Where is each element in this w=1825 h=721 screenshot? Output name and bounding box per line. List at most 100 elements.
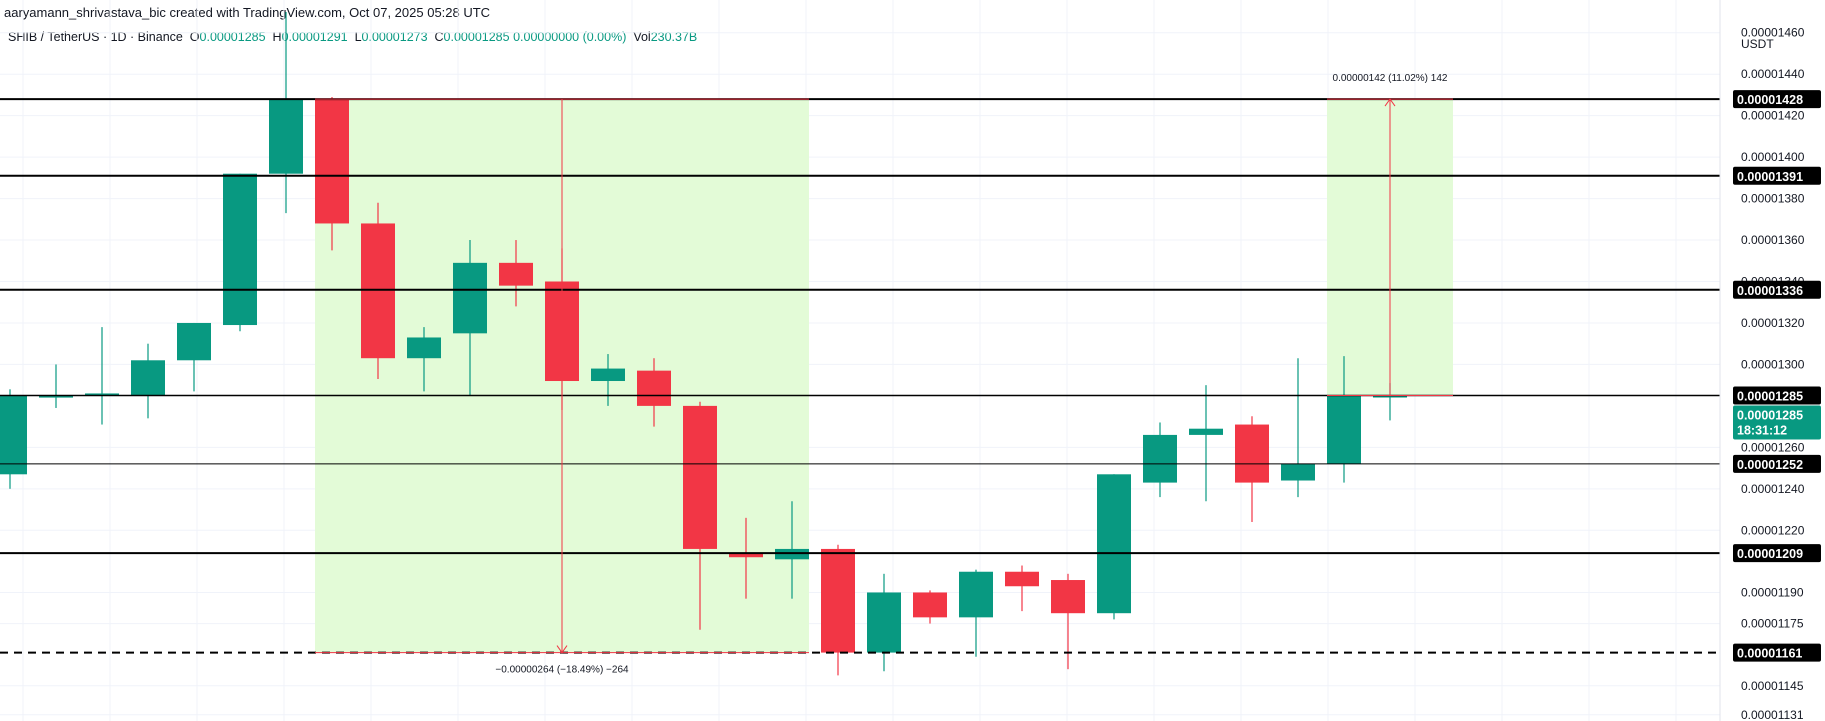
chart-grid bbox=[0, 0, 1720, 721]
measure-arrowhead bbox=[556, 645, 568, 654]
candle-body bbox=[1097, 474, 1131, 614]
candle bbox=[775, 501, 809, 599]
axis-tick-label: 0.00001460 bbox=[1741, 26, 1805, 40]
candle-body bbox=[361, 223, 395, 359]
last-price-badge[interactable] bbox=[1733, 405, 1821, 440]
level-price-badge[interactable] bbox=[1733, 454, 1821, 473]
measure-arrowhead bbox=[1384, 98, 1396, 107]
high-value: 0.00001291 bbox=[281, 30, 348, 44]
axis-currency-label: USDT bbox=[1741, 37, 1774, 51]
axis-tick-label: 0.00001320 bbox=[1741, 316, 1805, 330]
candlestick-series bbox=[0, 12, 1407, 676]
candle bbox=[1051, 573, 1085, 670]
candle-body bbox=[269, 99, 303, 174]
candle bbox=[39, 364, 73, 408]
candle bbox=[637, 358, 671, 427]
candle bbox=[223, 173, 257, 332]
candle bbox=[1281, 358, 1315, 498]
volume-label: Vol bbox=[633, 30, 651, 44]
level-price-badge-label: 0.00001161 bbox=[1737, 647, 1802, 661]
candle bbox=[1143, 422, 1177, 498]
candle bbox=[683, 401, 717, 630]
candle-body bbox=[867, 592, 901, 653]
axis-tick-label: 0.00001240 bbox=[1741, 482, 1805, 496]
candle bbox=[1327, 356, 1361, 483]
candle-body bbox=[775, 548, 809, 560]
candle-body bbox=[407, 337, 441, 359]
candle bbox=[85, 327, 119, 425]
candle bbox=[913, 590, 947, 624]
candle bbox=[867, 573, 901, 672]
close-value: 0.00001285 bbox=[443, 30, 510, 44]
level-price-badge-label: 0.00001391 bbox=[1737, 170, 1803, 184]
last-price-label: 0.00001285 bbox=[1737, 409, 1803, 423]
axis-tick-label: 0.00001190 bbox=[1741, 585, 1804, 599]
level-price-badge-label: 0.00001336 bbox=[1737, 284, 1803, 298]
measure-zones bbox=[315, 99, 1453, 653]
level-price-badge[interactable] bbox=[1733, 280, 1821, 299]
change-value: 0.00000000 (0.00%) bbox=[513, 30, 627, 44]
candle-body bbox=[1189, 428, 1223, 435]
candle-body bbox=[315, 99, 349, 224]
candle-body bbox=[683, 405, 717, 549]
candle-body bbox=[1051, 580, 1085, 614]
candle-body bbox=[453, 262, 487, 334]
level-price-badge[interactable] bbox=[1733, 544, 1821, 563]
candle bbox=[959, 569, 993, 657]
open-value: 0.00001285 bbox=[199, 30, 266, 44]
candle bbox=[1189, 385, 1223, 502]
symbol-legend: SHIB / TetherUS · 1D · Binance O0.000012… bbox=[8, 30, 697, 44]
price-axis[interactable]: USDT 0.00001460 0.00001440 0.00001420 0.000… bbox=[1719, 0, 1821, 721]
level-price-badge[interactable] bbox=[1733, 166, 1821, 185]
candle-body bbox=[1143, 434, 1177, 483]
candle bbox=[361, 202, 395, 379]
open-label: O bbox=[189, 30, 200, 44]
candle bbox=[1005, 565, 1039, 612]
horizontal-levels bbox=[0, 98, 1720, 654]
candle-body bbox=[131, 360, 165, 396]
low-label: L bbox=[354, 30, 362, 44]
candle bbox=[453, 240, 487, 396]
candle-body bbox=[729, 553, 763, 558]
candle bbox=[499, 240, 533, 307]
candle-body bbox=[223, 173, 257, 326]
candle-body bbox=[959, 571, 993, 618]
bar-countdown-label: 18:31:12 bbox=[1737, 424, 1787, 438]
level-price-badge[interactable] bbox=[1733, 386, 1821, 405]
level-price-badge-label: 0.00001428 bbox=[1737, 93, 1803, 107]
candle-body bbox=[1373, 395, 1407, 398]
candle-body bbox=[1235, 424, 1269, 483]
axis-tick-label: 0.00001360 bbox=[1741, 233, 1805, 247]
axis-tick-label: 0.00001260 bbox=[1741, 440, 1805, 454]
level-price-badge-label: 0.00001252 bbox=[1737, 458, 1803, 472]
candle bbox=[131, 343, 165, 419]
axis-tick-label: 0.00001220 bbox=[1741, 523, 1805, 537]
axis-tick-label: 0.00001175 bbox=[1741, 617, 1804, 631]
candle-body bbox=[1281, 463, 1315, 481]
symbol-name[interactable]: SHIB / TetherUS · 1D · Binance bbox=[8, 30, 183, 44]
level-price-badge-label: 0.00001209 bbox=[1737, 547, 1803, 561]
chart-attribution: aaryamann_shrivastava_bic created with T… bbox=[4, 5, 491, 20]
candle-body bbox=[39, 395, 73, 398]
volume-value: 230.37B bbox=[650, 30, 698, 44]
candle-body bbox=[821, 548, 855, 653]
measure-tools: −0.00000264 (−18.49%) −264 0.00000142 (11… bbox=[315, 73, 1453, 676]
candle-body bbox=[85, 393, 119, 396]
low-value: 0.00001273 bbox=[361, 30, 428, 44]
axis-tick-label: 0.00001300 bbox=[1741, 357, 1805, 371]
candle bbox=[315, 96, 349, 251]
candle bbox=[821, 544, 855, 676]
candle-body bbox=[499, 262, 533, 286]
axis-tick-label: 0.00001420 bbox=[1741, 109, 1805, 123]
candle-body bbox=[177, 322, 211, 361]
candle bbox=[269, 12, 303, 214]
level-price-badge[interactable] bbox=[1733, 90, 1821, 109]
candle bbox=[729, 517, 763, 599]
candle-body bbox=[591, 368, 625, 382]
axis-tick-label: 0.00001145 bbox=[1741, 679, 1804, 693]
candle bbox=[1235, 416, 1269, 522]
level-price-badge[interactable] bbox=[1733, 643, 1821, 662]
level-price-badge-label: 0.00001285 bbox=[1737, 390, 1803, 404]
candle-body bbox=[913, 592, 947, 618]
